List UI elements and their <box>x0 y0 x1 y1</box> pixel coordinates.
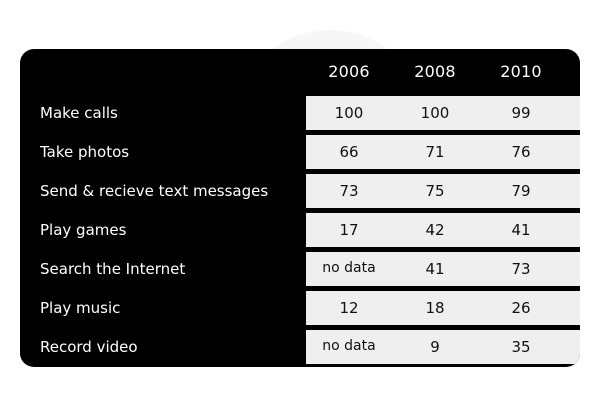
row-values: 12 18 26 <box>306 291 580 325</box>
header-row: 2006 2008 2010 <box>20 49 580 94</box>
row-label: Make calls <box>40 104 118 122</box>
row-label-cell: Play games <box>20 213 304 247</box>
value-cell: no data <box>322 260 376 276</box>
row-values: 73 75 79 <box>306 174 580 208</box>
value-cell: 17 <box>339 221 359 239</box>
value-cell: 79 <box>511 182 531 200</box>
row-label-cell: Send & recieve text messages <box>20 174 304 208</box>
row-label-cell: Take photos <box>20 135 304 169</box>
column-header-2008: 2008 <box>414 62 456 81</box>
table-row: Take photos 66 71 76 <box>20 135 580 169</box>
row-label-cell: Record video <box>20 330 304 364</box>
row-label: Record video <box>40 338 138 356</box>
value-cell: 75 <box>425 182 445 200</box>
table-row: Play games 17 42 41 <box>20 213 580 247</box>
value-cell: 18 <box>425 299 445 317</box>
row-label-cell: Play music <box>20 291 304 325</box>
row-label: Play music <box>40 299 121 317</box>
value-cell: 76 <box>511 143 531 161</box>
value-cell: 100 <box>334 104 364 122</box>
value-cell: 9 <box>430 338 440 356</box>
value-cell: 100 <box>420 104 450 122</box>
value-cell: 66 <box>339 143 359 161</box>
column-header-2010: 2010 <box>500 62 542 81</box>
row-label-cell: Search the Internet <box>20 252 304 286</box>
table-row: Search the Internet no data 41 73 <box>20 252 580 286</box>
row-values: 66 71 76 <box>306 135 580 169</box>
row-label: Search the Internet <box>40 260 186 278</box>
value-cell: 35 <box>511 338 531 356</box>
row-values: no data 41 73 <box>306 252 580 286</box>
row-values: no data 9 35 <box>306 330 580 364</box>
table-row: Send & recieve text messages 73 75 79 <box>20 174 580 208</box>
value-cell: 73 <box>339 182 359 200</box>
row-label: Take photos <box>40 143 130 161</box>
column-header-2006: 2006 <box>328 62 370 81</box>
value-cell: no data <box>322 338 376 354</box>
data-table: 2006 2008 2010 Make calls 100 100 99 Take ph… <box>20 49 580 367</box>
value-cell: 12 <box>339 299 359 317</box>
row-values: 17 42 41 <box>306 213 580 247</box>
table-row: Play music 12 18 26 <box>20 291 580 325</box>
row-label: Send & recieve text messages <box>40 182 269 200</box>
value-cell: 41 <box>511 221 531 239</box>
value-cell: 71 <box>425 143 445 161</box>
row-label: Play games <box>40 221 127 239</box>
value-cell: 73 <box>511 260 531 278</box>
table-row: Make calls 100 100 99 <box>20 96 580 130</box>
value-cell: 99 <box>511 104 531 122</box>
row-label-cell: Make calls <box>20 96 304 130</box>
table-row: Record video no data 9 35 <box>20 330 580 364</box>
value-cell: 26 <box>511 299 531 317</box>
row-values: 100 100 99 <box>306 96 580 130</box>
value-cell: 41 <box>425 260 445 278</box>
value-cell: 42 <box>425 221 445 239</box>
